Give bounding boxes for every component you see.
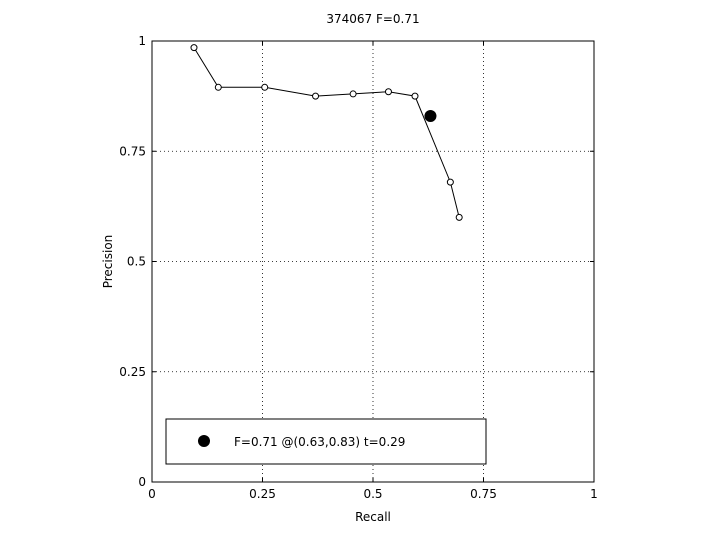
legend-label: F=0.71 @(0.63,0.83) t=0.29: [234, 435, 405, 449]
series-point: [384, 88, 392, 96]
series-point: [214, 83, 222, 91]
legend-box: [165, 418, 487, 465]
y-tick-label: 0.25: [119, 365, 146, 379]
series-point: [312, 92, 320, 100]
x-tick-label: 0.25: [249, 487, 276, 501]
series-point: [349, 90, 357, 98]
x-tick-label: 0.75: [470, 487, 497, 501]
legend: F=0.71 @(0.63,0.83) t=0.29: [165, 418, 487, 465]
series-point: [455, 213, 463, 221]
best-f-point: [424, 109, 437, 122]
y-axis-label: Precision: [101, 235, 115, 289]
y-tick-label: 0: [138, 475, 146, 489]
y-tick-label: 0.75: [119, 144, 146, 158]
axis-ticks: 0 0.25 0.5 0.75 1 0 0.25 0.5 0.75 1: [119, 34, 598, 501]
y-tick-label: 0.5: [127, 255, 146, 269]
grid-lines: [152, 41, 594, 482]
data-series: [190, 44, 463, 221]
series-point: [446, 178, 454, 186]
series-point: [261, 83, 269, 91]
chart-title: 374067 F=0.71: [326, 12, 419, 26]
x-axis-label: Recall: [355, 510, 391, 524]
y-tick-label: 1: [138, 34, 146, 48]
series-point: [190, 44, 198, 52]
legend-marker-icon: [198, 435, 210, 447]
x-tick-label: 0: [148, 487, 156, 501]
x-tick-label: 1: [590, 487, 598, 501]
series-point: [411, 92, 419, 100]
x-tick-label: 0.5: [363, 487, 382, 501]
